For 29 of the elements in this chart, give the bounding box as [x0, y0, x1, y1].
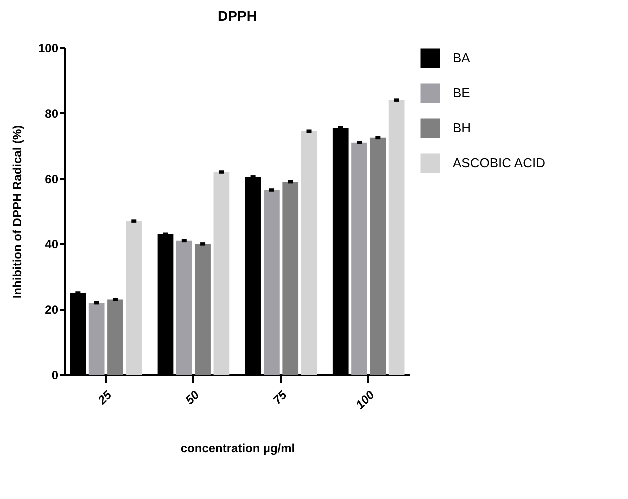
bar — [301, 131, 318, 375]
x-axis-title: concentration µg/ml — [180, 441, 296, 456]
legend-label: ASCOBIC ACID — [453, 156, 546, 170]
bar — [108, 300, 124, 375]
legend-label: BE — [453, 86, 471, 100]
bar — [126, 221, 142, 375]
bar — [176, 240, 192, 375]
y-tick-label: 20 — [45, 303, 59, 318]
x-tick-label: 100 — [353, 388, 378, 412]
bar — [195, 244, 211, 375]
bar — [388, 100, 405, 375]
x-tick-label: 75 — [270, 388, 290, 408]
y-tick-label: 0 — [52, 368, 59, 382]
y-tick-label: 100 — [38, 42, 59, 56]
chart-title: DPPH — [218, 8, 257, 24]
bar — [282, 182, 299, 375]
x-tick-label: 25 — [94, 388, 115, 408]
bar — [214, 172, 230, 375]
bar — [352, 142, 368, 375]
bar — [370, 138, 386, 375]
y-axis-title: Inhibition of DPPH Radical (%) — [10, 125, 24, 299]
legend-label: BH — [453, 120, 472, 136]
bar — [88, 303, 105, 375]
y-tick-label: 60 — [45, 172, 59, 186]
y-tick-label: 40 — [45, 238, 59, 252]
x-tick-label: 50 — [182, 388, 202, 408]
bar — [264, 190, 280, 375]
y-tick-label: 80 — [45, 106, 59, 121]
legend-label: BA — [453, 50, 471, 66]
